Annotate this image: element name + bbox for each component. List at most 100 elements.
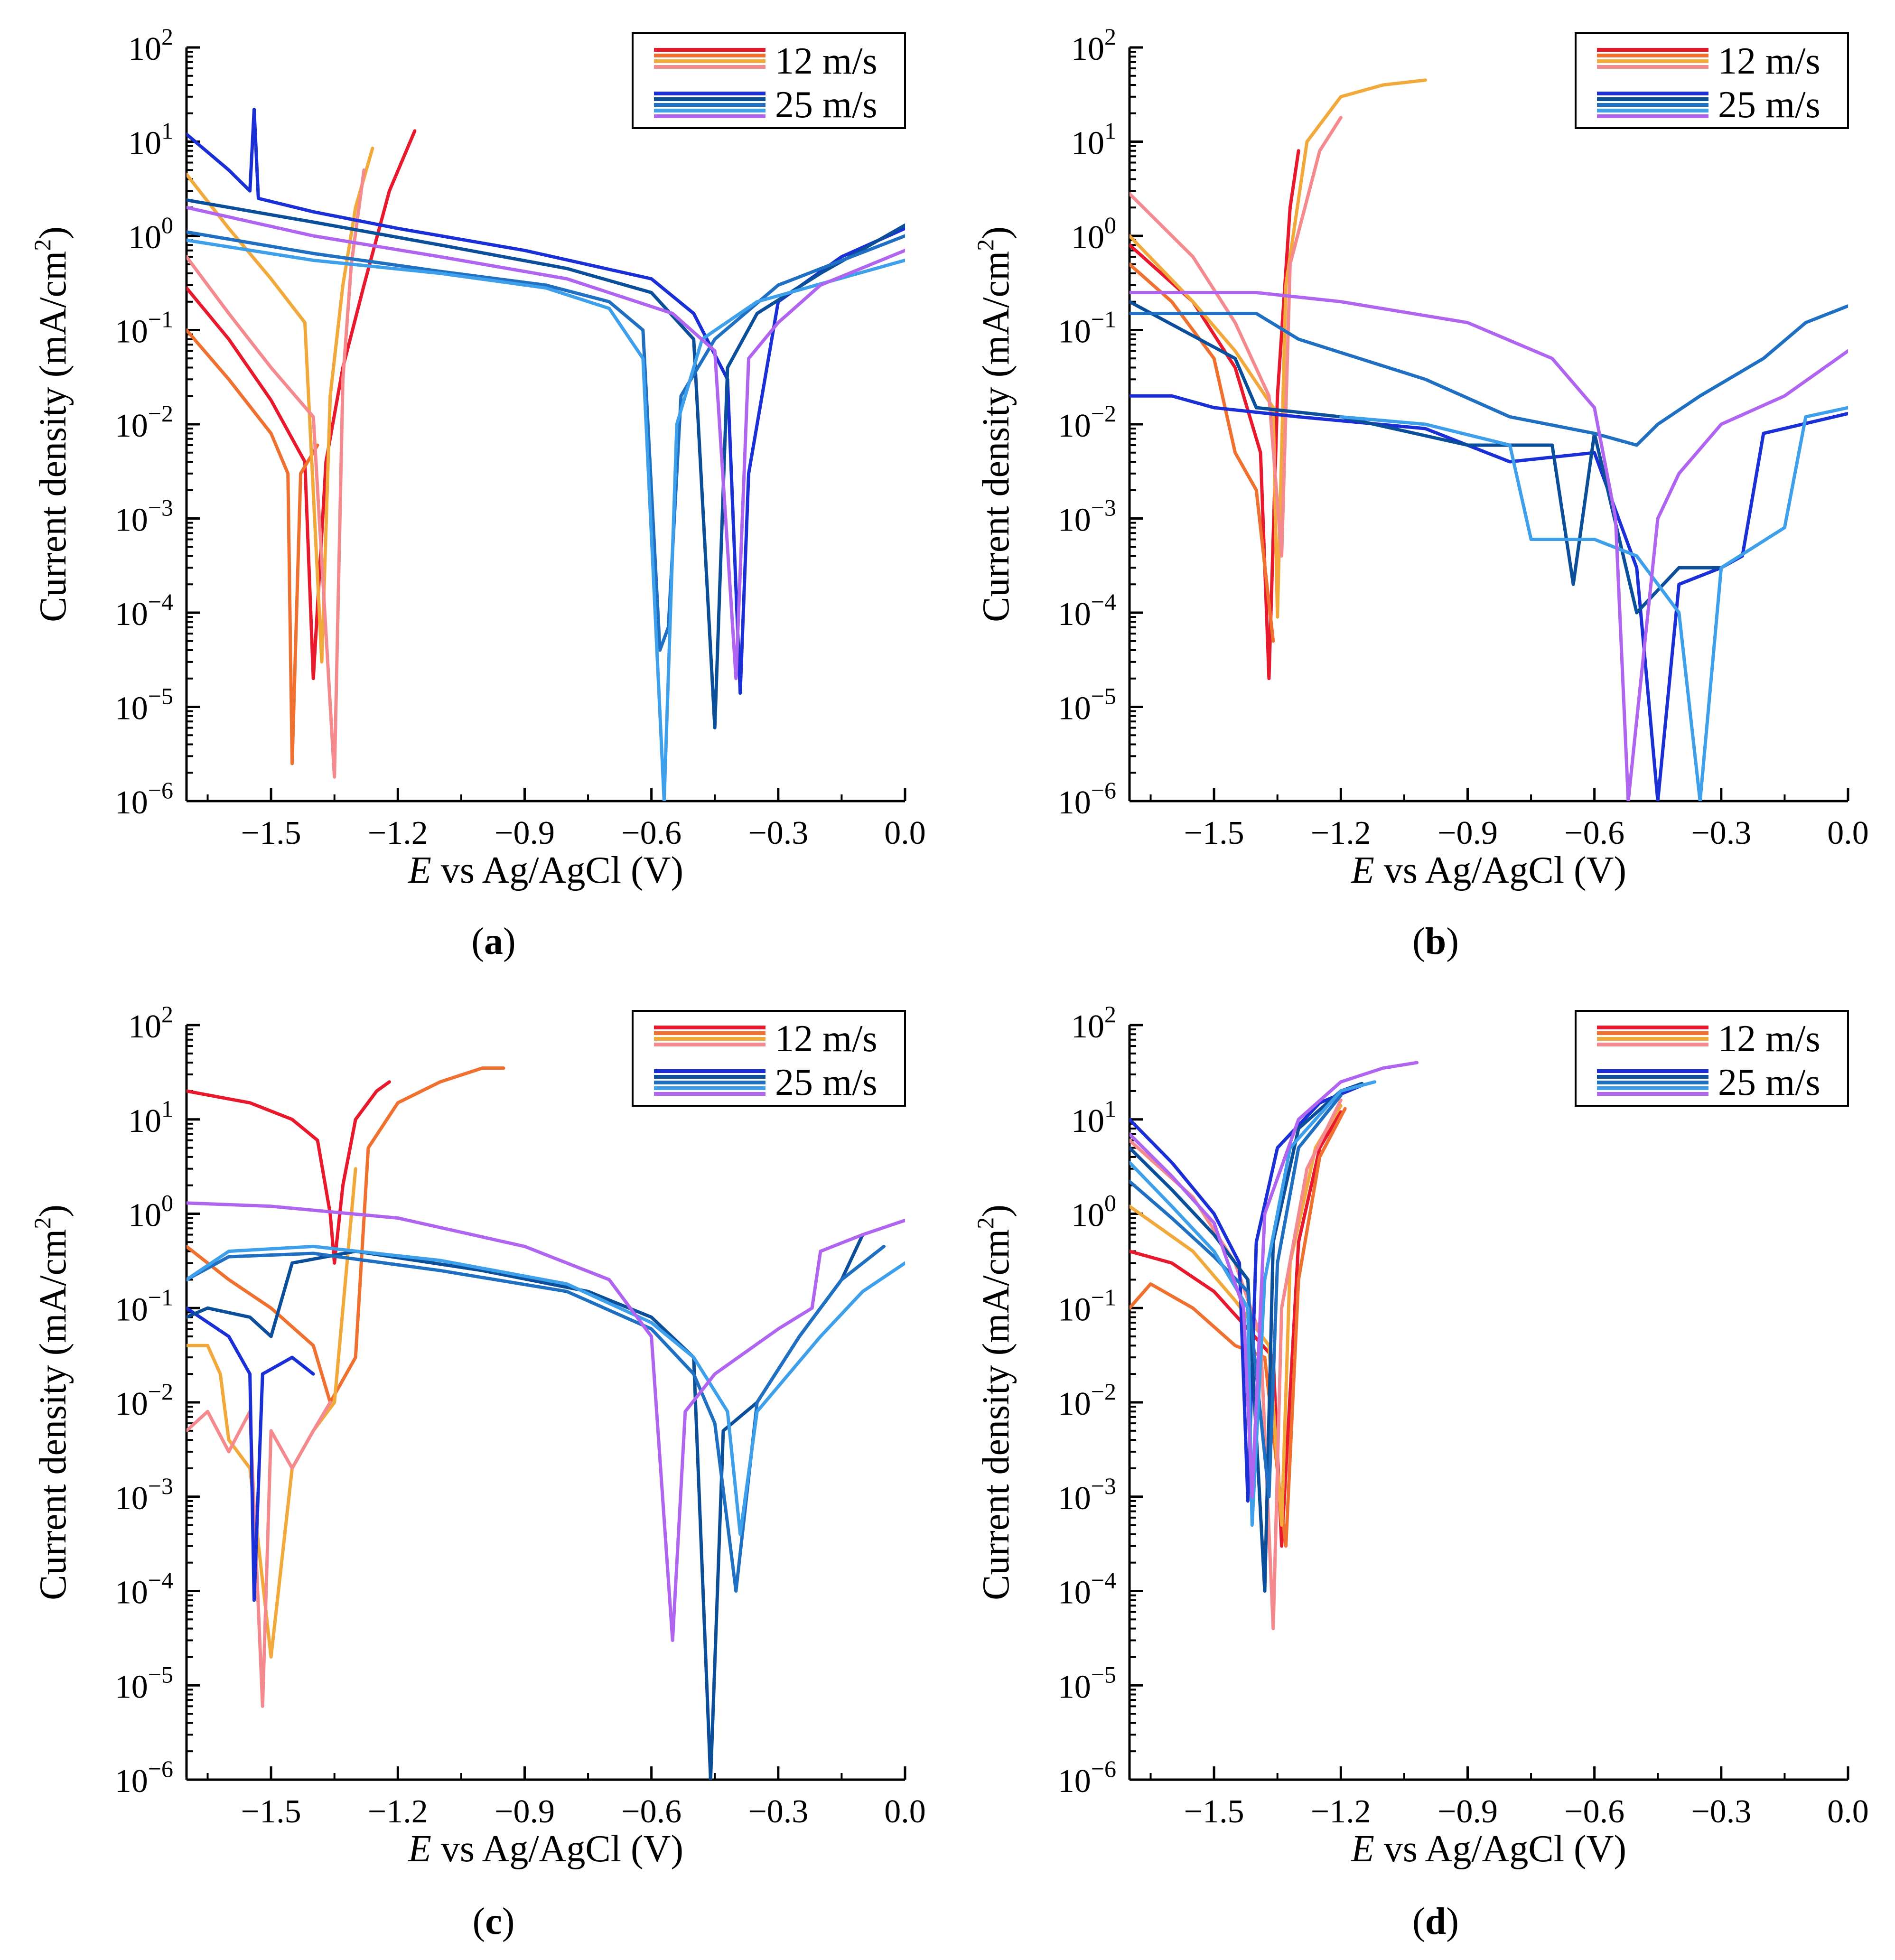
panel-c: 10−6 10−5 10−4 10−3 10−2 10−1 100 101 102 −1.5 −1.… <box>29 1001 926 1942</box>
series-line-8 <box>187 238 905 801</box>
x-tick-label: −1.5 <box>1184 1793 1244 1830</box>
panel-b: 10−6 10−5 10−4 10−3 10−2 10−1 100 101 102 −1.5 −1.… <box>972 23 1869 962</box>
series-line-9 <box>187 1201 905 1642</box>
y-tick-label: 100 <box>128 212 173 256</box>
x-tick-label: −1.2 <box>368 1793 428 1830</box>
x-axis-title: E vs Ag/AgCl (V) <box>408 849 683 891</box>
series-line-2 <box>187 1066 505 1404</box>
y-tick-label: 10−5 <box>115 683 173 727</box>
series-line-9 <box>187 205 905 681</box>
y-tick-label: 10−4 <box>1058 588 1116 633</box>
series-line-6 <box>1130 300 1723 615</box>
legend: 12 m/s25 m/s <box>1575 32 1849 129</box>
x-tick-label: −1.2 <box>1311 1793 1371 1830</box>
legend-label: 12 m/s <box>1718 40 1820 82</box>
y-tick-label: 101 <box>1071 118 1116 162</box>
y-tick-label: 10−2 <box>1058 1378 1116 1422</box>
y-tick-label: 102 <box>1071 23 1116 67</box>
legend-label: 12 m/s <box>775 1018 877 1060</box>
legend-label: 25 m/s <box>775 1062 877 1103</box>
y-axis-title: Current density (mA/cm2) <box>29 226 74 622</box>
series-line-4 <box>1130 116 1343 558</box>
series-group <box>187 108 905 801</box>
series-line-7 <box>1130 1093 1343 1499</box>
legend-label: 25 m/s <box>775 84 877 126</box>
y-tick-label: 10−3 <box>115 495 173 539</box>
series-line-4 <box>187 1400 332 1708</box>
series-line-7 <box>187 230 905 652</box>
series-line-6 <box>187 198 905 729</box>
x-tick-label: −1.2 <box>368 815 428 851</box>
y-tick-label: 10−1 <box>1058 306 1116 350</box>
series-line-2 <box>187 328 319 765</box>
series-line-3 <box>187 147 374 664</box>
y-tick-label: 10−1 <box>115 306 173 350</box>
series-line-2 <box>1130 1107 1347 1548</box>
x-tick-label: −1.2 <box>1311 815 1371 851</box>
series-line-5 <box>187 1306 315 1602</box>
x-tick-label: −0.6 <box>621 1793 681 1830</box>
series-line-9 <box>1130 1061 1419 1499</box>
y-tick-label: 10−1 <box>1058 1284 1116 1328</box>
x-tick-label: 0.0 <box>884 815 926 851</box>
y-tick-label: 10−2 <box>115 1378 173 1422</box>
y-tick-label: 101 <box>128 118 173 162</box>
x-tick-label: −0.9 <box>1438 815 1498 851</box>
x-axis-title: E vs Ag/AgCl (V) <box>1351 849 1626 891</box>
panel-a: 10−6 10−5 10−4 10−3 10−2 10−1 100 101 102 −1.5 −1.… <box>29 23 926 962</box>
y-tick-label: 102 <box>128 23 173 67</box>
x-tick-label: −0.3 <box>748 1793 808 1830</box>
series-group <box>1130 78 1848 801</box>
legend-label: 12 m/s <box>775 40 877 82</box>
x-tick-label: −1.5 <box>241 815 301 851</box>
y-tick-label: 101 <box>128 1095 173 1139</box>
series-group <box>187 1066 905 1780</box>
x-tick-label: −0.3 <box>1691 1793 1751 1830</box>
y-tick-label: 10−5 <box>1058 1661 1116 1705</box>
legend: 12 m/s25 m/s <box>632 32 906 129</box>
legend: 12 m/s25 m/s <box>632 1010 906 1107</box>
series-line-4 <box>187 168 366 779</box>
series-line-6 <box>1130 1082 1364 1593</box>
x-axis-title: E vs Ag/AgCl (V) <box>408 1828 683 1870</box>
y-tick-label: 10−4 <box>1058 1567 1116 1611</box>
y-tick-label: 10−6 <box>115 1755 173 1800</box>
x-tick-label: −0.6 <box>1564 815 1624 851</box>
x-tick-label: −0.6 <box>1564 1793 1624 1830</box>
y-axis-title: Current density (mA/cm2) <box>29 1204 74 1600</box>
x-tick-label: −1.5 <box>1184 815 1244 851</box>
y-tick-label: 100 <box>1071 212 1116 256</box>
x-tick-label: 0.0 <box>884 1793 926 1830</box>
y-tick-label: 10−3 <box>115 1473 173 1517</box>
y-tick-label: 10−6 <box>1058 1755 1116 1800</box>
x-tick-label: −0.6 <box>621 815 681 851</box>
y-tick-label: 100 <box>1071 1190 1116 1234</box>
panel-label: (b) <box>1412 921 1459 962</box>
x-tick-label: −1.5 <box>241 1793 301 1830</box>
series-line-1 <box>187 1080 391 1265</box>
y-tick-label: 100 <box>128 1190 173 1234</box>
x-tick-label: −0.9 <box>1438 1793 1498 1830</box>
x-tick-label: −0.3 <box>1691 815 1751 851</box>
series-line-3 <box>1130 78 1427 619</box>
series-line-1 <box>187 129 417 681</box>
y-tick-label: 102 <box>128 1001 173 1045</box>
y-tick-label: 10−2 <box>115 400 173 444</box>
series-line-7 <box>187 1244 886 1593</box>
series-line-7 <box>1130 304 1848 447</box>
series-line-3 <box>187 1167 357 1659</box>
panel-label: (d) <box>1412 1901 1459 1942</box>
legend-label: 25 m/s <box>1718 84 1820 126</box>
series-line-5 <box>187 108 905 695</box>
x-tick-label: −0.9 <box>495 1793 555 1830</box>
y-tick-label: 10−6 <box>115 777 173 821</box>
y-tick-label: 10−5 <box>1058 683 1116 727</box>
panel-label: (c) <box>473 1901 515 1942</box>
y-tick-label: 102 <box>1071 1001 1116 1045</box>
series-line-5 <box>1130 1083 1364 1503</box>
y-axis-title: Current density (mA/cm2) <box>972 226 1017 622</box>
series-group <box>1130 1061 1419 1631</box>
x-axis-title: E vs Ag/AgCl (V) <box>1351 1828 1626 1870</box>
legend-label: 12 m/s <box>1718 1018 1820 1060</box>
